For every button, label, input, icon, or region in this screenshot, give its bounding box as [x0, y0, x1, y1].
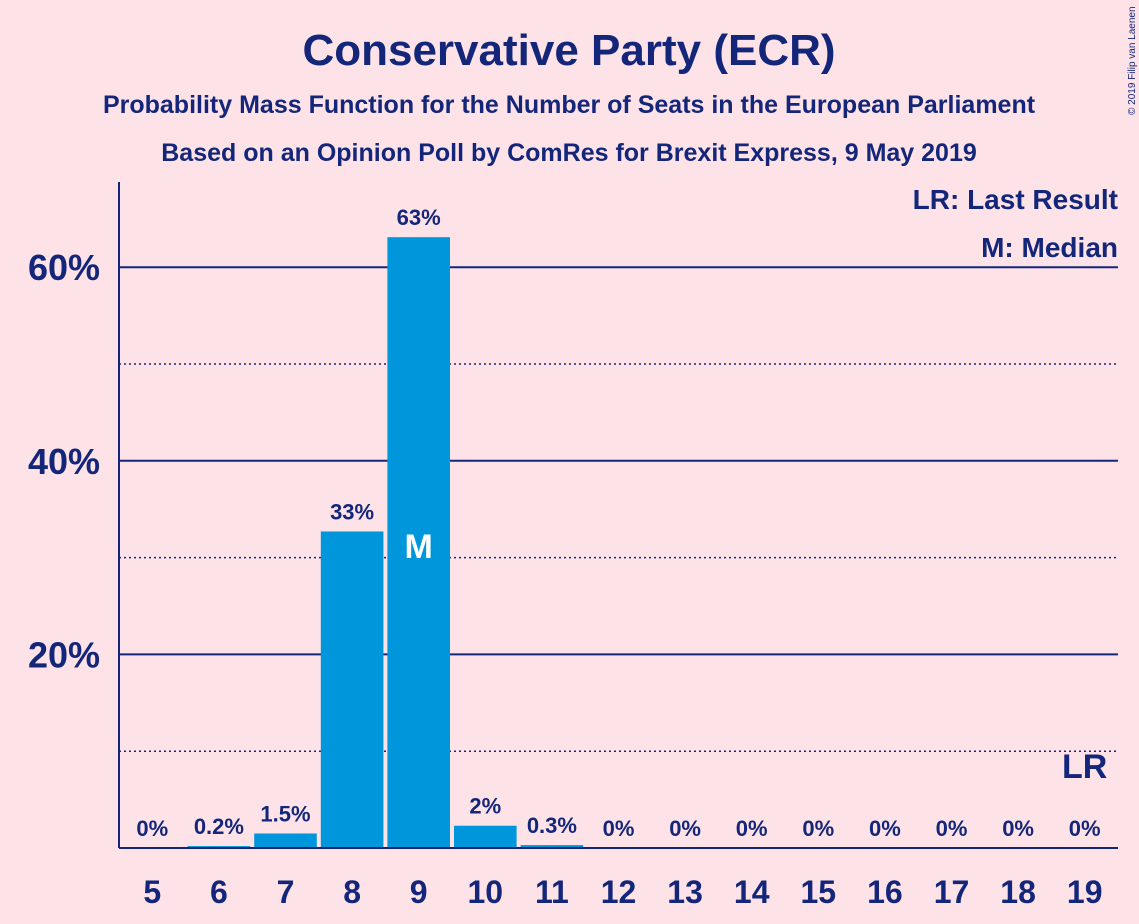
x-tick-label: 14: [734, 874, 770, 910]
y-tick-label: 40%: [28, 441, 100, 482]
bar: [254, 833, 317, 848]
data-label-background: [869, 814, 900, 842]
x-tick-label: 19: [1067, 874, 1103, 910]
data-label: 63%: [397, 205, 441, 230]
data-label-background: [524, 811, 579, 840]
data-label: 0%: [603, 816, 635, 841]
x-tick-label: 16: [867, 874, 903, 910]
median-marker: M: [405, 528, 433, 566]
legend-background: [978, 229, 1122, 265]
data-label-background: [603, 814, 634, 842]
y-axis-ticks: 20% 40% 60%: [28, 247, 100, 675]
data-label-background: [397, 203, 440, 232]
data-label-background: [137, 814, 168, 842]
data-label: 0.2%: [194, 814, 244, 839]
data-label: 0%: [669, 816, 701, 841]
last-result-marker: LR: [1062, 748, 1107, 786]
data-label-background: [1003, 814, 1034, 842]
gridlines: [119, 266, 1118, 752]
data-label-background: [803, 814, 834, 842]
bar: [454, 825, 517, 848]
data-label-background: [258, 799, 313, 828]
data-labels: 0% 0.2% 1.5% 33% 63% 2% 0.3% 0% 0% 0% 0% 0% 0% 0% 0%: [136, 203, 1101, 842]
data-label: 0%: [1069, 816, 1101, 841]
bar: [520, 845, 584, 848]
x-tick-label: 13: [667, 874, 703, 910]
data-label-background: [670, 814, 701, 842]
data-label: 0%: [936, 816, 968, 841]
x-tick-label: 10: [468, 874, 504, 910]
x-tick-label: 6: [210, 874, 228, 910]
data-label: 2%: [469, 794, 501, 819]
data-label-background: [331, 497, 374, 526]
data-label: 0%: [1002, 816, 1034, 841]
y-tick-label: 20%: [28, 634, 100, 675]
copyright-text: © 2019 Filip van Laenen: [1127, 6, 1138, 115]
legend-background: [930, 180, 1122, 220]
data-label: 0.3%: [527, 813, 577, 838]
legend: LR: Last Result M: Median: [913, 180, 1122, 265]
bars: [187, 237, 584, 848]
x-tick-label: 18: [1000, 874, 1036, 910]
data-label-background: [936, 814, 967, 842]
data-label: 0%: [736, 816, 768, 841]
data-label: 1.5%: [260, 801, 310, 826]
x-tick-label: 17: [934, 874, 970, 910]
data-label: 0%: [869, 816, 901, 841]
bar: [387, 237, 450, 848]
chart-source: Based on an Opinion Poll by ComRes for B…: [161, 139, 977, 167]
legend-median: M: Median: [981, 232, 1118, 263]
x-tick-label: 9: [410, 874, 428, 910]
data-label: 0%: [136, 816, 168, 841]
x-tick-label: 7: [277, 874, 295, 910]
bar: [320, 531, 384, 848]
chart-subtitle: Probability Mass Function for the Number…: [103, 91, 1036, 119]
data-label-background: [470, 791, 501, 820]
chart-title: Conservative Party (ECR): [302, 26, 835, 75]
data-label: 33%: [330, 499, 374, 524]
x-tick-label: 11: [535, 874, 569, 910]
data-label-background: [1069, 814, 1100, 842]
data-label-background: [191, 812, 246, 841]
x-tick-label: 15: [801, 874, 837, 910]
x-tick-label: 8: [343, 874, 361, 910]
data-label-background: [736, 814, 767, 842]
x-tick-label: 12: [601, 874, 637, 910]
x-tick-label: 5: [143, 874, 161, 910]
data-label: 0%: [802, 816, 834, 841]
y-tick-label: 60%: [28, 247, 100, 288]
x-axis-ticks: 5 6 7 8 9 10 11 12 13 14 15 16 17 18 19: [143, 874, 1102, 910]
legend-last-result: LR: Last Result: [913, 184, 1118, 215]
